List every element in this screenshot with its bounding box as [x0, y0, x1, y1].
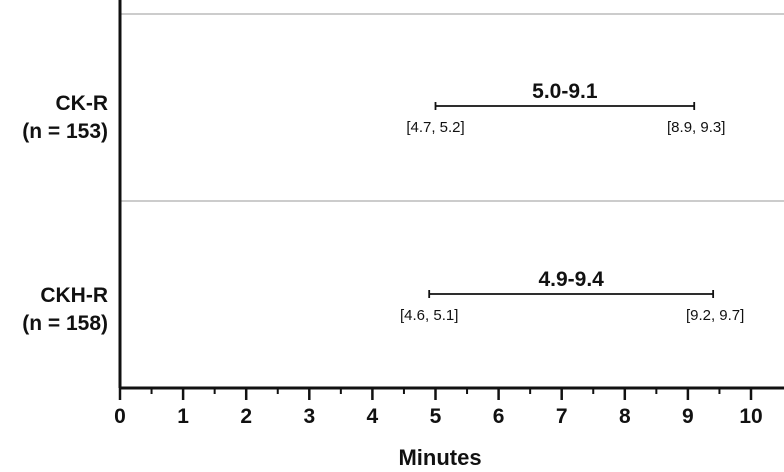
x-axis-title: Minutes	[398, 445, 481, 470]
category-separators	[121, 13, 784, 202]
category-label-name: CKH-R	[40, 284, 108, 307]
high-ci-label: [9.2, 9.7]	[686, 307, 744, 324]
category-label-count: (n = 158)	[22, 312, 108, 335]
x-tick-label: 1	[177, 405, 189, 428]
x-axis-ticks: 0 1 2 3 4 5 6 7 8 9 10	[114, 388, 763, 428]
range-value-label: 4.9-9.4	[538, 268, 604, 291]
low-ci-label: [4.6, 5.1]	[400, 307, 458, 324]
x-tick-label: 3	[303, 405, 315, 428]
low-ci-label: [4.7, 5.2]	[406, 119, 464, 136]
x-tick-label: 0	[114, 405, 126, 428]
high-ci-label: [8.9, 9.3]	[667, 119, 725, 136]
range-row: CK-R (n = 153) 5.0-9.1 [4.7, 5.2] [8.9, 9.3]	[22, 80, 725, 143]
x-tick-label: 2	[240, 405, 252, 428]
x-tick-label: 10	[739, 405, 762, 428]
range-row: CKH-R (n = 158) 4.9-9.4 [4.6, 5.1] [9.2, 9.7…	[22, 268, 744, 335]
range-value-label: 5.0-9.1	[532, 80, 598, 103]
x-tick-label: 5	[430, 405, 442, 428]
x-tick-label: 4	[367, 405, 379, 428]
x-tick-label: 7	[556, 405, 568, 428]
category-label-name: CK-R	[56, 92, 109, 115]
category-label-count: (n = 153)	[22, 120, 108, 143]
x-tick-label: 8	[619, 405, 631, 428]
axes	[118, 0, 784, 390]
x-tick-label: 9	[682, 405, 694, 428]
range-series: CK-R (n = 153) 5.0-9.1 [4.7, 5.2] [8.9, 9.3]…	[22, 80, 744, 335]
x-tick-label: 6	[493, 405, 505, 428]
